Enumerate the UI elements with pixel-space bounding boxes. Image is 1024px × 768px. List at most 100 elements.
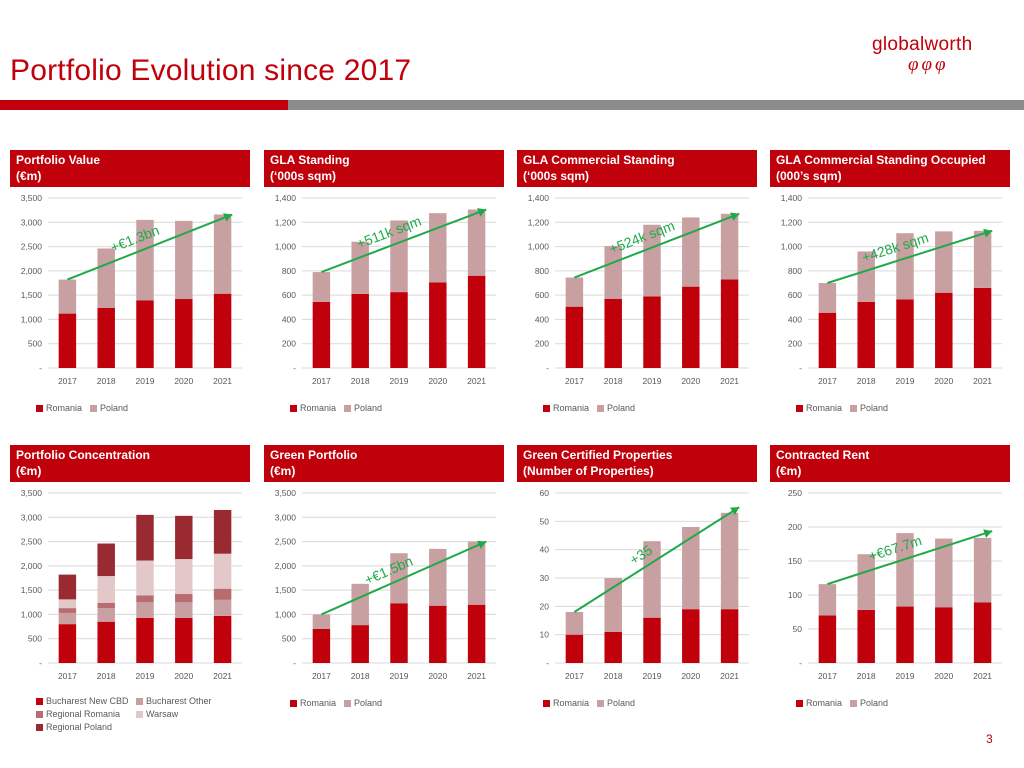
- chart-header: GLA Commercial Standing (‘000s sqm): [517, 150, 757, 187]
- bar-romania-2019: [643, 617, 661, 663]
- chart-legend: Romania Poland: [290, 403, 390, 413]
- y-tick-label: 600: [282, 290, 296, 300]
- bar-romania-2020: [682, 609, 700, 663]
- legend-label: Poland: [100, 403, 129, 413]
- trend-arrow-line: [321, 208, 487, 274]
- x-tick-label: 2018: [857, 671, 876, 681]
- bar-romania-2018: [97, 307, 115, 368]
- bar-chart: - 500 1,000 1,500 2,000 2,500 3,000 3,500 2017 20…: [21, 488, 242, 681]
- bar-romania-2017: [818, 312, 837, 368]
- y-tick-label: 1,000: [275, 242, 297, 252]
- y-tick-label: 2,000: [21, 266, 43, 276]
- bar-romania-2018: [857, 301, 875, 368]
- x-tick-label: 2021: [720, 671, 739, 681]
- y-tick-label: -: [799, 658, 802, 668]
- trend-arrow-head: [730, 507, 740, 516]
- x-tick-label: 2019: [390, 671, 409, 681]
- bar-bucharest-new-cbd-2018: [97, 621, 115, 663]
- chart-subtitle: (000’s sqm): [776, 169, 842, 183]
- x-tick-label: 2020: [681, 671, 700, 681]
- bar-poland-2021: [973, 537, 992, 603]
- legend-item-romania: Romania: [36, 403, 82, 413]
- x-tick-label: 2020: [428, 671, 447, 681]
- bar-romania-2019: [390, 603, 408, 663]
- legend-item-regional-romania: Regional Romania: [36, 708, 136, 721]
- y-tick-label: 50: [793, 624, 803, 634]
- chart-header: Portfolio Concentration (€m): [10, 445, 250, 482]
- bar-romania-2021: [973, 287, 992, 368]
- x-tick-label: 2021: [213, 671, 232, 681]
- bar-romania-2019: [136, 300, 154, 368]
- growth-annotation: +€67.7m: [867, 532, 924, 564]
- y-tick-label: 500: [28, 634, 42, 644]
- y-tick-label: -: [39, 658, 42, 668]
- x-tick-label: 2019: [390, 376, 409, 386]
- y-tick-label: 20: [540, 601, 550, 611]
- chart-title: GLA Standing: [270, 153, 350, 167]
- legend-swatch: [850, 700, 858, 708]
- bar-bucharest-new-cbd-2020: [175, 617, 193, 663]
- bar-romania-2017: [58, 313, 77, 368]
- bar-romania-2020: [935, 292, 953, 368]
- chart-subtitle: (€m): [16, 464, 42, 478]
- legend-item-poland: Poland: [850, 698, 888, 708]
- trend-arrow-head: [730, 212, 740, 221]
- bar-poland-2018: [97, 248, 115, 308]
- y-tick-label: 3,500: [275, 488, 297, 498]
- legend-item-romania: Romania: [796, 403, 842, 413]
- y-tick-label: -: [546, 363, 549, 373]
- bar-romania-2020: [682, 286, 700, 368]
- bar-bucharest-other-2021: [213, 599, 232, 616]
- chart-legend: Romania Poland: [36, 403, 136, 413]
- legend-item-warsaw: Warsaw: [136, 708, 236, 721]
- legend-swatch: [597, 700, 605, 708]
- y-tick-label: 1,000: [528, 242, 550, 252]
- bar-poland-2017: [565, 612, 584, 635]
- chart-legend: Romania Poland: [290, 698, 390, 708]
- x-tick-label: 2017: [565, 671, 584, 681]
- y-tick-label: 1,000: [275, 609, 297, 619]
- x-tick-label: 2017: [565, 376, 584, 386]
- y-tick-label: 200: [535, 339, 549, 349]
- bar-romania-2020: [429, 282, 447, 368]
- bar-romania-2017: [312, 629, 331, 663]
- x-tick-label: 2021: [720, 376, 739, 386]
- bar-poland-2021: [467, 209, 486, 276]
- trend-arrow-head: [983, 529, 993, 538]
- chart-legend: Bucharest New CBD Bucharest Other Regional…: [36, 695, 246, 734]
- trend-arrow-line: [574, 212, 740, 279]
- bar-poland-2019: [643, 224, 661, 297]
- chart-legend: Romania Poland: [543, 698, 643, 708]
- trend-arrow-line: [320, 540, 487, 616]
- bar-warsaw-2017: [58, 599, 77, 609]
- bar-poland-2020: [175, 220, 193, 300]
- bar-romania-2018: [604, 631, 622, 663]
- legend-item-poland: Poland: [90, 403, 128, 413]
- y-tick-label: 1,200: [275, 217, 297, 227]
- x-tick-label: 2019: [136, 671, 155, 681]
- x-tick-label: 2018: [857, 376, 876, 386]
- bar-bucharest-new-cbd-2017: [58, 624, 77, 663]
- header-divider-red: [0, 100, 288, 110]
- y-tick-label: 400: [535, 314, 549, 324]
- x-tick-label: 2021: [467, 376, 486, 386]
- legend-label: Bucharest New CBD: [46, 696, 129, 706]
- page-number: 3: [986, 732, 993, 746]
- y-tick-label: 800: [788, 266, 802, 276]
- bar-poland-2018: [604, 578, 622, 632]
- x-tick-label: 2018: [351, 376, 370, 386]
- y-tick-label: 1,400: [275, 193, 297, 203]
- y-tick-label: 150: [788, 556, 802, 566]
- x-tick-label: 2020: [174, 671, 193, 681]
- y-tick-label: 1,200: [781, 217, 803, 227]
- chart-title: GLA Commercial Standing: [523, 153, 675, 167]
- bar-romania-2021: [720, 609, 739, 663]
- bar-warsaw-2019: [136, 560, 154, 596]
- legend-swatch: [36, 698, 43, 706]
- chart-legend: Romania Poland: [796, 698, 896, 708]
- bar-romania-2017: [312, 301, 331, 368]
- bar-regional-romania-2017: [58, 608, 77, 613]
- bar-poland-2019: [896, 233, 914, 300]
- growth-annotation: +428k sqm: [860, 229, 930, 265]
